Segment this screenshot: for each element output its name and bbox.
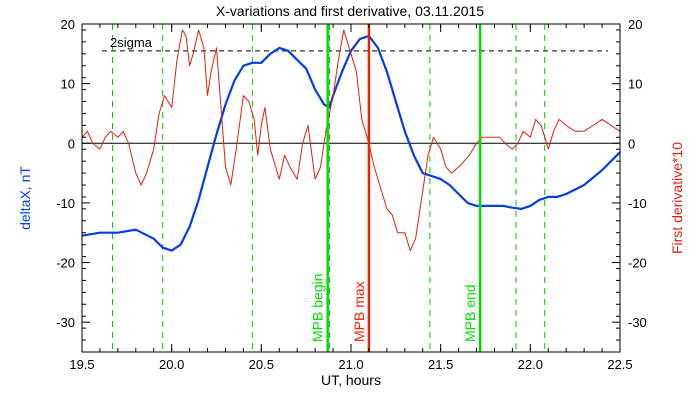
y-tick-label-right: 10	[628, 77, 642, 92]
chart-title: X-variations and first derivative, 03.11…	[216, 3, 484, 19]
y-tick-label-left: -20	[56, 256, 75, 271]
x-axis-label: UT, hours	[321, 372, 381, 388]
deltaX-series-line	[81, 34, 621, 252]
x-tick-label: 22.0	[518, 357, 543, 372]
mpb-markers: MPB begin MPB max MPB end	[310, 24, 482, 352]
y-axis-label-right: First derivative*10	[669, 142, 685, 254]
y-tick-label-right: -20	[628, 256, 647, 271]
reference-lines	[82, 24, 620, 352]
x-tick-label: 21.0	[338, 357, 363, 372]
x-tick-label: 22.5	[607, 357, 632, 372]
x-tick-label: 21.5	[428, 357, 453, 372]
y-tick-label-left: 20	[61, 17, 75, 32]
y-axis-label-left: deltaX, nT	[17, 166, 33, 230]
marker-label: MPB begin	[310, 274, 326, 342]
x-tick-label: 20.0	[159, 357, 184, 372]
series-layer	[81, 29, 621, 252]
x-tick-label: 20.5	[249, 357, 274, 372]
marker-label: MPB end	[462, 284, 478, 342]
y-tick-label-left: 10	[61, 77, 75, 92]
axis-ticks: 19.5 20.0 20.5 21.0 21.5 22.0 22.5 20 10 0 -10 -20 -…	[56, 17, 647, 372]
sigma-label: 2sigma	[110, 35, 153, 50]
y-tick-label-right: 0	[628, 136, 635, 151]
y-tick-label-left: -10	[56, 196, 75, 211]
y-tick-label-left: 0	[68, 136, 75, 151]
x-tick-label: 19.5	[69, 357, 94, 372]
y-tick-label-left: -30	[56, 315, 75, 330]
y-tick-label-right: -10	[628, 196, 647, 211]
y-tick-label-right: -30	[628, 315, 647, 330]
derivative-series-line	[81, 29, 621, 252]
marker-label: MPB max	[351, 281, 367, 342]
y-tick-label-right: 20	[628, 17, 642, 32]
